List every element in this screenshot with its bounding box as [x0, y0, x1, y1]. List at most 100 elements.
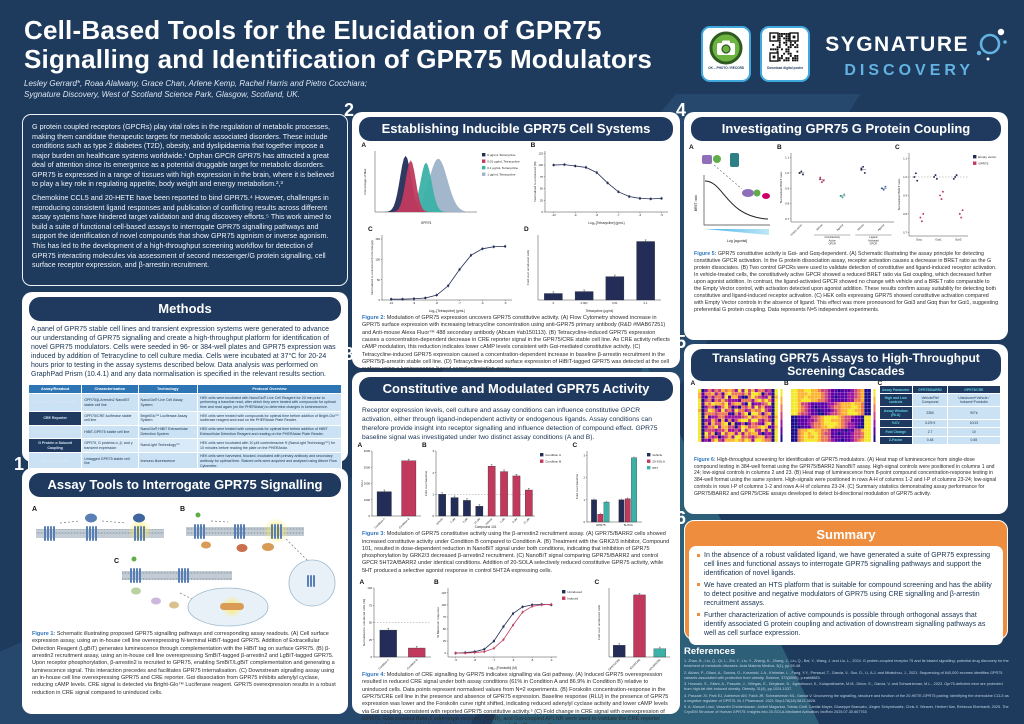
- figure-1-schematic: A B: [32, 506, 336, 627]
- figure-5-caption: Figure 5: GPR75 constitutive activity is…: [690, 249, 1002, 316]
- svg-text:0: 0: [378, 298, 380, 302]
- svg-text:-7: -7: [458, 301, 461, 305]
- svg-text:0: 0: [444, 651, 446, 655]
- svg-text:A: A: [32, 506, 37, 513]
- stats-row: Fold Change 2.7 10: [878, 427, 1001, 437]
- cell-technology: Immuno-fluorescence: [137, 451, 199, 472]
- svg-text:Fold over baseline: Fold over baseline: [575, 474, 579, 500]
- svg-text:100: 100: [441, 603, 446, 607]
- sygnature-mark-icon: [976, 28, 1007, 61]
- svg-text:GPR75: GPR75: [596, 523, 606, 527]
- panel-letter: B: [434, 579, 439, 587]
- photo-ok-label: OK – PHOTO / RECORD: [708, 65, 745, 70]
- svg-text:-5: -5: [531, 658, 534, 662]
- fig3a-rlu-bars: A RLU 0 1000 2000 3000 4000 Condition A Conditio…: [358, 442, 423, 530]
- references-section: References 1. Zhao, B., Liu, Q., Qi, L.,…: [684, 646, 1010, 717]
- section-6-number: 6: [676, 508, 687, 528]
- svg-text:0 µg/mL Tetracycline: 0 µg/mL Tetracycline: [488, 153, 517, 157]
- svg-text:1.1: 1.1: [785, 156, 789, 160]
- poster-title-line1: Cell-Based Tools for the Elucidation of …: [24, 15, 602, 45]
- svg-text:Ligand: Ligand: [870, 235, 878, 239]
- stats-cell-barr2: 2380: [911, 406, 949, 420]
- summary-body: In the absence of a robust validated lig…: [689, 546, 1003, 646]
- stats-cell-parameter: Fold Change: [878, 427, 913, 437]
- svg-text:-4: -4: [550, 658, 553, 662]
- svg-text:-9: -9: [454, 658, 457, 662]
- logo-row: OK – PHOTO / RECORD Download digital pos…: [701, 26, 1008, 82]
- section-3-number: 3: [344, 344, 355, 364]
- fig5c-gprotein-scatter: C Normalised BRET ratio 0.7 0.8 0.9 1.0 1.1 Emp…: [895, 144, 1004, 249]
- svg-text:Empty vector: Empty vector: [978, 155, 996, 159]
- section-1-box: Assay Tools to Interrogate GPR75 Signall…: [22, 468, 348, 714]
- svg-text:Gαq: Gαq: [916, 238, 922, 242]
- panel-letter: B: [530, 142, 536, 150]
- section-2-number: 2: [344, 100, 355, 120]
- reference-item: 4. Pascale JV, Park EJ, Adebesin AM, Fal…: [684, 693, 1009, 703]
- panel-letter: D: [524, 226, 529, 234]
- panel-letter: B: [777, 144, 782, 152]
- stats-cell-cre: 0.65: [947, 435, 1001, 446]
- svg-text:3 µM: 3 µM: [462, 517, 470, 525]
- svg-text:Fold over uninduced cells: Fold over uninduced cells: [597, 605, 601, 641]
- fig4c-fold-bars: C Fold over uninduced cells GPR75/CRE B2AR/…: [595, 579, 672, 672]
- poster-title-line2: Signalling and Identification of GPR75 M…: [24, 44, 653, 75]
- svg-text:Log [agonist]: Log [agonist]: [727, 239, 748, 243]
- col-technology: Technology: [137, 383, 199, 395]
- stats-header-row: Assay Parameter GPR75/BARR2 GPR75/CRE: [878, 384, 1001, 395]
- svg-text:BRET ratio: BRET ratio: [694, 195, 698, 212]
- methods-table-row: G Protein α Subunit Coupling GPR75, G pr…: [27, 438, 342, 453]
- col-assay: Assay/Readout: [27, 383, 83, 395]
- svg-text:-9: -9: [574, 213, 577, 217]
- fig5a-bret-schematic: A BRET ratio Log [agonist]: [689, 144, 778, 249]
- panel-letter: C: [594, 579, 600, 587]
- section-5-header-line1: Translating GPR75 Assays to High-Through…: [712, 351, 980, 365]
- methods-table-row: β-Arrestin 2 Recruitment GPR75/β-Arresti…: [27, 393, 342, 413]
- cell-characterisation: GPR75/β-Arrestin2 NanoBiT stable cell li…: [81, 393, 139, 413]
- qr-badge: Download digital poster: [760, 26, 811, 82]
- svg-text:C: C: [114, 558, 119, 565]
- section-1-header: Assay Tools to Interrogate GPR75 Signall…: [29, 473, 341, 498]
- section-2-header: Establishing Inducible GPR75 Cell System…: [359, 117, 673, 142]
- svg-text:Uninduced: Uninduced: [567, 590, 582, 594]
- svg-text:Fold over baseline: Fold over baseline: [424, 471, 428, 497]
- svg-text:-10: -10: [389, 301, 393, 305]
- authors-line2: Sygnature Discovery, West of Scotland Sc…: [24, 90, 300, 100]
- svg-text:-6: -6: [512, 658, 515, 662]
- panel-letter: C: [877, 379, 883, 387]
- fig6b-heatmap: B: [784, 380, 877, 449]
- svg-text:Normalised to uninduced cells: Normalised to uninduced cells (%): [362, 599, 366, 646]
- svg-text:Normalised BRET ratio: Normalised BRET ratio: [897, 178, 901, 210]
- panel-letter: A: [361, 142, 367, 150]
- section-4-header: Investigating GPR75 G Protein Coupling: [691, 117, 1001, 142]
- sygnature-logo: SYGNATURE DISCOVERY: [825, 26, 1008, 80]
- svg-text:50: 50: [368, 621, 372, 625]
- svg-text:3000: 3000: [363, 466, 370, 470]
- fig6c-stats-table: C Assay Parameter GPR75/BARR2 GPR75/CRE …: [878, 380, 1001, 446]
- figure-5-text: GPR75 constitutive activity is Gαi- and …: [694, 251, 999, 314]
- figure-3-caption: Figure 3: Modulation of GPR75 constituti…: [358, 529, 674, 577]
- section-4-box: Investigating GPR75 G Protein Coupling A…: [684, 112, 1008, 340]
- svg-text:-5: -5: [504, 301, 507, 305]
- stats-cell-parameter: High and Low controls: [878, 393, 913, 408]
- intro-paragraph-2: Chemokine CCL5 and 20-HETE have been rep…: [32, 193, 332, 270]
- svg-text:RLU: RLU: [360, 481, 364, 487]
- svg-text:0: 0: [368, 514, 370, 518]
- svg-text:Vehicle: Vehicle: [484, 517, 493, 526]
- panel-letter: A: [689, 144, 694, 152]
- svg-text:4000: 4000: [363, 449, 370, 453]
- svg-text:GPCR: GPCR: [828, 242, 836, 246]
- figure-1-label: Figure 1:: [32, 631, 56, 638]
- svg-text:0.8: 0.8: [785, 202, 789, 206]
- svg-text:Fold over uninduced cells: Fold over uninduced cells: [526, 250, 530, 286]
- svg-text:Compound 101: Compound 101: [475, 525, 497, 529]
- reference-item: 3. Hossain, S., Gilani, A., Pascale, J.,…: [684, 682, 1003, 692]
- intro-paragraph-1: G protein coupled receptors (GPCRs) play…: [32, 122, 335, 189]
- figure-3-text: Modulation of GPR75 constitutive activit…: [362, 531, 670, 574]
- svg-text:Condition A: Condition A: [545, 453, 562, 457]
- reference-item: 1. Zhao, B., Liu, Q., Qi, L., Zhi, Y., L…: [684, 659, 1009, 668]
- figure-4-caption: Figure 4: Modulation of CRE signalling b…: [358, 670, 674, 724]
- svg-text:0.01 µg/mL Tetracycline: 0.01 µg/mL Tetracycline: [488, 160, 521, 164]
- svg-text:0: 0: [370, 655, 372, 659]
- svg-text:1.0: 1.0: [903, 175, 907, 179]
- svg-text:20-SOLA: 20-SOLA: [652, 460, 666, 464]
